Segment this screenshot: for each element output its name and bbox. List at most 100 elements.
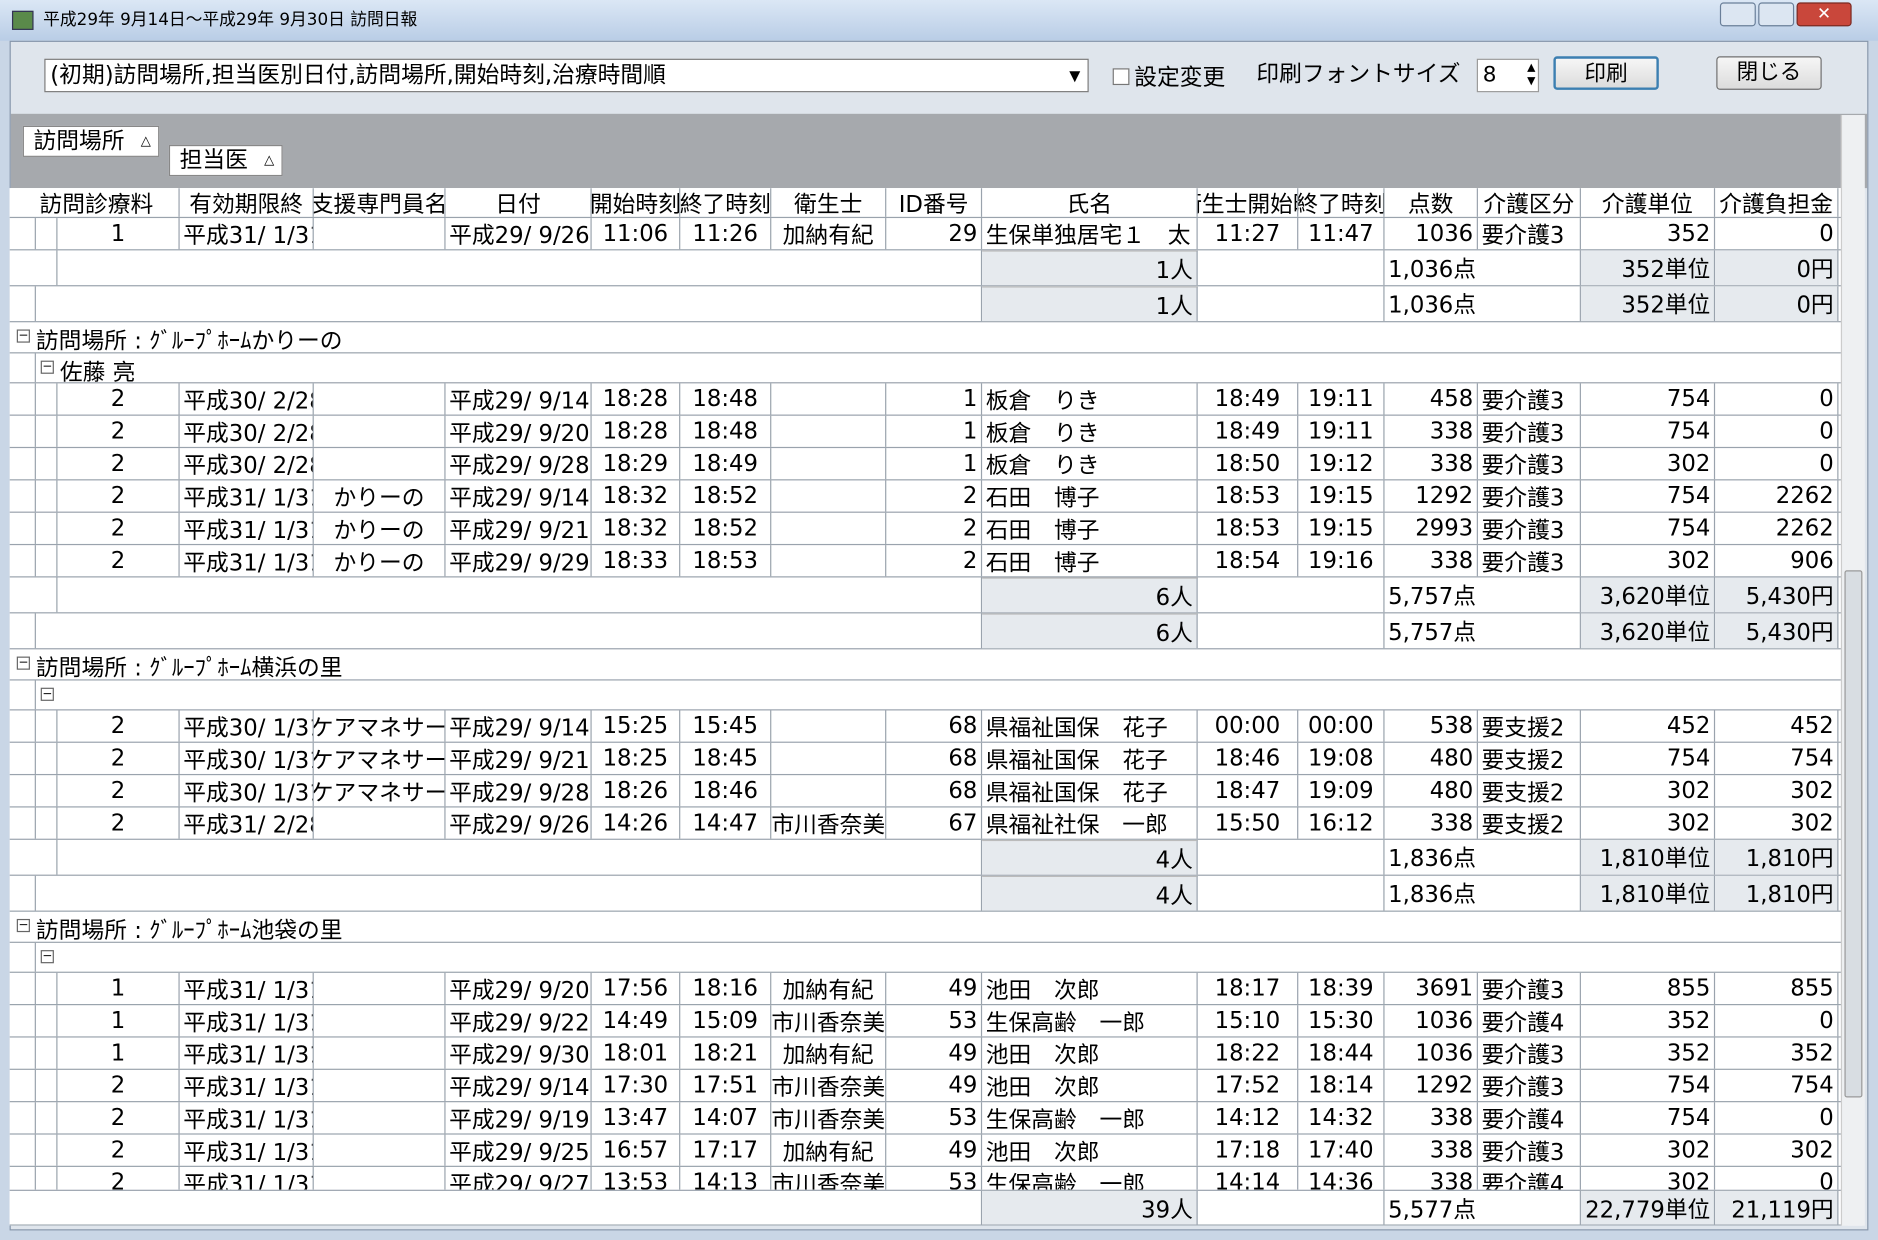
summary-units: 3,620単位: [1580, 613, 1716, 649]
indent: [10, 250, 58, 286]
expand-toggle[interactable]: −: [16, 329, 30, 343]
indent: [36, 1102, 58, 1134]
grid-cell: 要介護3: [1478, 448, 1581, 480]
column-header: 衛生士: [771, 188, 887, 217]
grid-cell: 2262: [1715, 480, 1839, 512]
expand-toggle[interactable]: −: [40, 360, 54, 374]
indent: [10, 807, 36, 839]
grid-cell: 要介護3: [1478, 972, 1581, 1005]
group-header: − 訪問場所 : ｸﾞﾙｰﾌﾟﾎｰﾑ池袋の里: [9, 912, 1849, 944]
summary-blank: [36, 875, 983, 911]
column-header: 点数: [1385, 188, 1478, 217]
grid-cell: 1: [57, 972, 180, 1005]
group-chip[interactable]: 担当医 △: [168, 144, 283, 177]
grid-cell: 2: [886, 480, 983, 512]
grid-cell: 49: [886, 1134, 983, 1166]
grid-cell: 15:25: [592, 710, 681, 742]
settings-checkbox[interactable]: [1112, 68, 1130, 86]
grid-cell: 平成30/ 1/31: [180, 775, 314, 807]
data-row: 2 平成31/ 1/31 かりーの 平成29/ 9/29 18:33 18:53 2 石田 博…: [9, 545, 1849, 578]
grid-cell: 18:21: [680, 1037, 772, 1069]
grid-cell: 市川香奈美: [771, 1102, 887, 1134]
print-button[interactable]: 印刷: [1553, 56, 1659, 90]
maximize-button[interactable]: [1758, 2, 1795, 27]
grid-cell: 49: [886, 1037, 983, 1069]
grid-cell: 要介護3: [1478, 1069, 1581, 1102]
grid-cell: 1036: [1385, 1037, 1478, 1069]
grid-cell: [771, 512, 887, 544]
grid-cell: 平成29/ 9/26: [446, 807, 592, 839]
indent: [10, 512, 36, 544]
checkbox-label: 設定変更: [1134, 64, 1226, 92]
grid-cell: 県福祉国保 花子: [982, 710, 1198, 742]
expand-toggle[interactable]: −: [40, 687, 54, 701]
data-row: 2 平成30/ 1/31 ケアマネサー 平成29/ 9/14 15:25 15:45 68 県…: [9, 710, 1849, 743]
expand-toggle[interactable]: −: [16, 656, 30, 670]
grid-cell: 19:08: [1298, 742, 1385, 774]
grid-cell: 352: [1581, 1005, 1716, 1037]
grid-cell: 県福祉国保 花子: [982, 775, 1198, 807]
grid-cell: [314, 807, 446, 839]
minimize-button[interactable]: [1719, 2, 1756, 27]
grid-cell: 18:46: [1198, 742, 1299, 774]
grid-cell: 754: [1581, 415, 1716, 447]
data-row: 1 平成31/ 1/31 平成29/ 9/22 14:49 15:09 市川香奈美 53 生保…: [9, 1005, 1849, 1038]
grid-cell: 15:10: [1198, 1005, 1299, 1037]
summary-units: 3,620単位: [1580, 577, 1716, 613]
sort-dropdown[interactable]: (初期)訪問場所,担当医別日付,訪問場所,開始時刻,治療時間順 ▼: [44, 58, 1089, 93]
expand-toggle[interactable]: −: [40, 950, 54, 964]
grid-cell: 平成31/ 2/28: [180, 807, 314, 839]
indent: [10, 875, 36, 911]
grid-cell: 68: [886, 742, 983, 774]
grid-cell: 15:50: [1198, 807, 1299, 839]
grid-cell: 市川香奈美: [771, 1166, 887, 1190]
grid-cell: 68: [886, 775, 983, 807]
indent: [36, 383, 58, 415]
grid-cell: 池田 次郎: [982, 1134, 1198, 1166]
grid-cell: [314, 1005, 446, 1037]
grid-cell: 平成29/ 9/30: [446, 1037, 592, 1069]
grid-cell: 2262: [1715, 512, 1839, 544]
summary-blank: [1198, 577, 1385, 613]
indent: [10, 286, 36, 322]
grid-cell: ケアマネサー: [314, 775, 446, 807]
grid-cell: 0: [1715, 1166, 1839, 1190]
grid-cell: 18:53: [680, 545, 772, 577]
column-header: 介護負担金: [1715, 188, 1839, 217]
grid-cell: [771, 775, 887, 807]
grid-cell: 板倉 りき: [982, 383, 1198, 415]
grid-cell: 18:49: [680, 448, 772, 480]
vertical-scrollbar[interactable]: [1840, 115, 1865, 1226]
grid-cell: 18:39: [1298, 972, 1385, 1005]
grid-cell: 生保単独居宅１ 太: [982, 218, 1198, 250]
close-window-button[interactable]: ✕: [1796, 2, 1852, 27]
grid-cell: 平成31/ 1/31: [180, 1134, 314, 1166]
expand-toggle[interactable]: −: [16, 918, 30, 933]
app-icon: [11, 10, 34, 30]
scroll-thumb[interactable]: [1844, 570, 1863, 1098]
grid-cell: 平成31/ 1/31: [180, 1102, 314, 1134]
summary-points: 1,836点: [1385, 839, 1581, 875]
grid-cell: 754: [1581, 383, 1716, 415]
grid-cell: 加納有紀: [771, 1134, 887, 1166]
grid-cell: 13:53: [592, 1166, 681, 1190]
close-button[interactable]: 閉じる: [1716, 56, 1822, 90]
grid-cell: 906: [1715, 545, 1839, 577]
group-chip[interactable]: 訪問場所 △: [22, 125, 160, 157]
grid-cell: 18:47: [1198, 775, 1299, 807]
data-row: 2 平成30/ 1/31 ケアマネサー 平成29/ 9/21 18:25 18:45 68 県…: [9, 742, 1849, 776]
grid-cell: 338: [1385, 545, 1478, 577]
grid-cell: 53: [886, 1102, 983, 1134]
grid-cell: 2: [57, 742, 180, 774]
font-size-spinner[interactable]: 8 ▲ ▼: [1476, 58, 1540, 93]
indent: [10, 775, 36, 807]
summary-charge: 5,430円: [1715, 613, 1839, 649]
grid-cell: 要介護4: [1478, 1102, 1581, 1134]
summary-count: 6人: [982, 613, 1198, 649]
indent: [36, 1005, 58, 1037]
column-header: ID番号: [886, 188, 983, 217]
grid-cell: 338: [1385, 415, 1478, 447]
grid-cell: 2: [57, 545, 180, 577]
grid-cell: 0: [1715, 1005, 1839, 1037]
